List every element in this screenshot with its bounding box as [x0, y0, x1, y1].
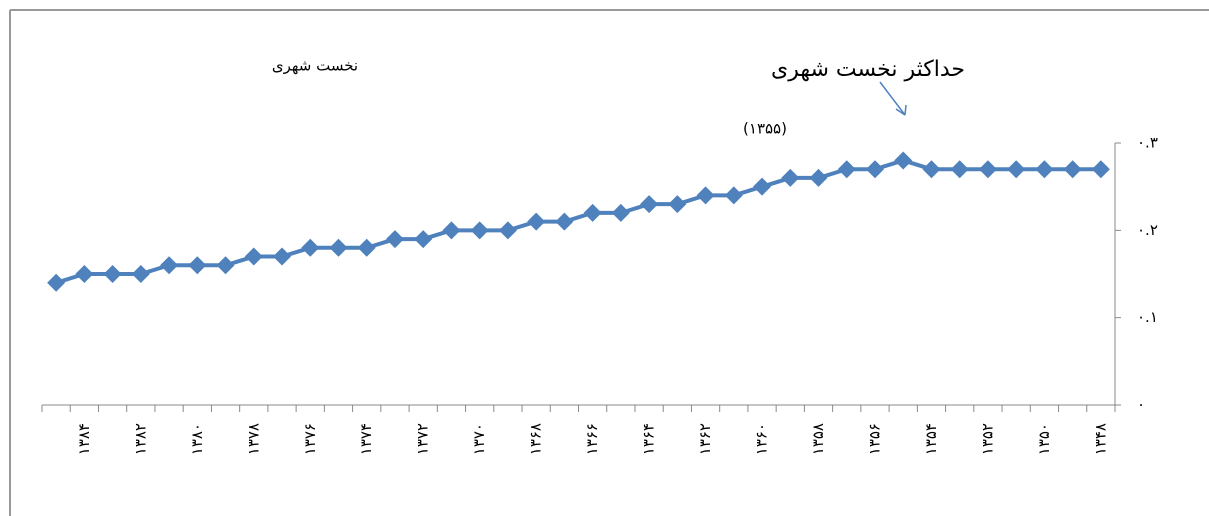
marker: [1035, 160, 1054, 179]
marker: [329, 238, 348, 257]
x-tick-label: ۱۳۶۲: [696, 423, 714, 455]
marker: [894, 151, 913, 170]
annotation: حداکثر نخست شهری: [771, 57, 965, 82]
marker: [75, 265, 94, 283]
marker: [47, 273, 66, 292]
marker: [188, 256, 207, 275]
marker: [865, 160, 884, 179]
marker: [301, 238, 320, 257]
x-tick-label: ۱۳۷۲: [414, 423, 432, 455]
x-tick-label: ۱۳۸۲: [131, 423, 149, 455]
marker: [131, 265, 150, 283]
x-tick-label: ۱۳۴۸: [1091, 423, 1109, 455]
marker: [244, 247, 263, 266]
x-tick-label: ۱۳۶۶: [583, 423, 601, 455]
x-tick-label: ۱۳۶۴: [640, 423, 658, 455]
marker: [385, 230, 404, 249]
legend-label: نخست شهری: [272, 57, 358, 75]
x-tick-label: ۱۳۵۲: [978, 423, 996, 455]
annotation: (۱۳۵۵): [743, 120, 787, 138]
y-tick-label: ۰.۳: [1137, 134, 1158, 152]
marker: [1007, 160, 1026, 179]
marker: [696, 186, 715, 205]
marker: [611, 203, 630, 222]
x-tick-label: ۱۳۵۶: [865, 423, 883, 455]
marker: [753, 177, 772, 196]
marker: [555, 212, 574, 231]
marker: [640, 195, 659, 214]
y-tick-label: ۰.۱: [1137, 308, 1158, 326]
marker: [922, 160, 941, 179]
marker: [273, 247, 292, 266]
x-tick-label: ۱۳۸۰: [188, 423, 206, 455]
marker: [498, 221, 517, 240]
marker: [724, 186, 743, 205]
marker: [414, 230, 433, 249]
marker: [781, 168, 800, 187]
x-tick-label: ۱۳۵۰: [1035, 423, 1053, 455]
x-tick-label: ۱۳۸۴: [75, 423, 93, 455]
arrow-head: [895, 104, 907, 116]
marker: [837, 160, 856, 179]
marker: [470, 221, 489, 240]
marker: [103, 265, 122, 283]
marker: [216, 256, 235, 275]
marker: [160, 256, 179, 275]
series-line: [55, 158, 1101, 285]
marker: [809, 168, 828, 187]
annotation-arrow: [879, 81, 906, 116]
x-tick-label: ۱۳۷۸: [244, 423, 262, 455]
x-tick-label: ۱۳۵۸: [809, 423, 827, 455]
marker: [583, 203, 602, 222]
marker: [1063, 160, 1082, 179]
x-tick-label: ۱۳۶۸: [527, 423, 545, 455]
marker: [668, 195, 687, 214]
x-tick-label: ۱۳۶۰: [753, 423, 771, 455]
x-tick-label: ۱۳۷۴: [357, 423, 375, 455]
y-tick-label: ۰: [1137, 396, 1145, 414]
marker: [978, 160, 997, 179]
marker: [1091, 160, 1110, 179]
y-tick-label: ۰.۲: [1137, 221, 1158, 239]
marker: [357, 238, 376, 257]
x-tick-label: ۱۳۷۰: [470, 423, 488, 455]
x-tick-label: ۱۳۷۶: [301, 423, 319, 455]
marker: [950, 160, 969, 179]
x-tick-label: ۱۳۵۴: [922, 423, 940, 455]
marker: [442, 221, 461, 240]
marker: [527, 212, 546, 231]
